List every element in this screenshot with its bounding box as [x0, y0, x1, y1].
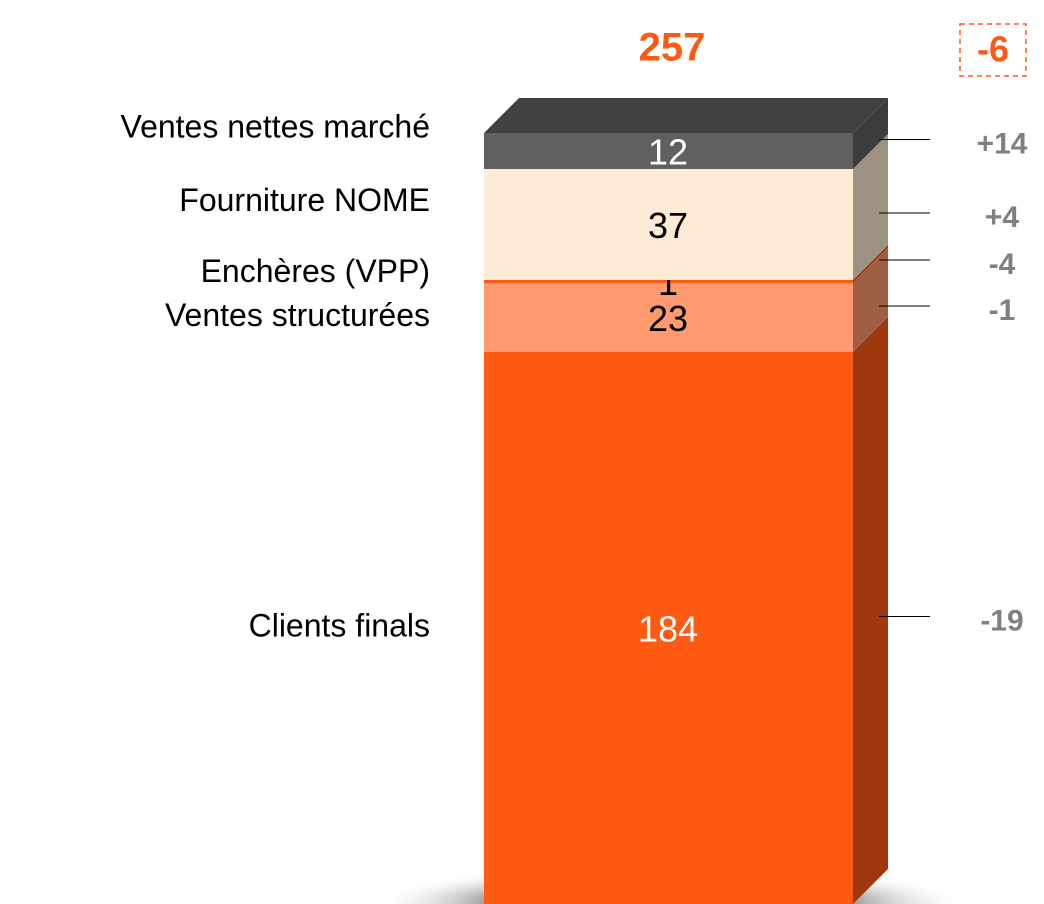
- change-label: -19: [980, 604, 1023, 637]
- segment-value-label: 23: [648, 298, 688, 339]
- bar-segment: [484, 352, 853, 904]
- change-label: -1: [989, 294, 1016, 327]
- bar-segment-side: [853, 98, 888, 169]
- segment-value-label: 37: [648, 205, 688, 246]
- total-change-label: -6: [977, 29, 1009, 70]
- segment-name-label: Ventes nettes marché: [120, 108, 430, 144]
- change-label: +4: [985, 201, 1020, 234]
- bar-segment: [484, 169, 853, 280]
- bar-segment: [484, 280, 853, 283]
- bar-segment-side: [853, 248, 888, 352]
- bar-top: [484, 98, 888, 133]
- segment-name-label: Ventes structurées: [165, 297, 430, 333]
- segment-name-label: Fourniture NOME: [179, 182, 430, 218]
- segment-name-label: Enchères (VPP): [201, 253, 430, 289]
- bar-segment-side: [853, 317, 888, 904]
- total-change-box: [959, 23, 1027, 77]
- segment-value-label: 12: [648, 132, 688, 173]
- total-label: 257: [639, 26, 706, 70]
- change-label: -4: [989, 248, 1016, 281]
- bar-segment: [484, 283, 853, 352]
- bar-segment: [484, 133, 853, 169]
- change-label: +14: [977, 127, 1028, 160]
- segment-name-label: Clients finals: [249, 607, 430, 643]
- bar-segment-side: [853, 245, 888, 283]
- bar-segment-side: [853, 134, 888, 280]
- segment-value-label: 184: [638, 609, 698, 650]
